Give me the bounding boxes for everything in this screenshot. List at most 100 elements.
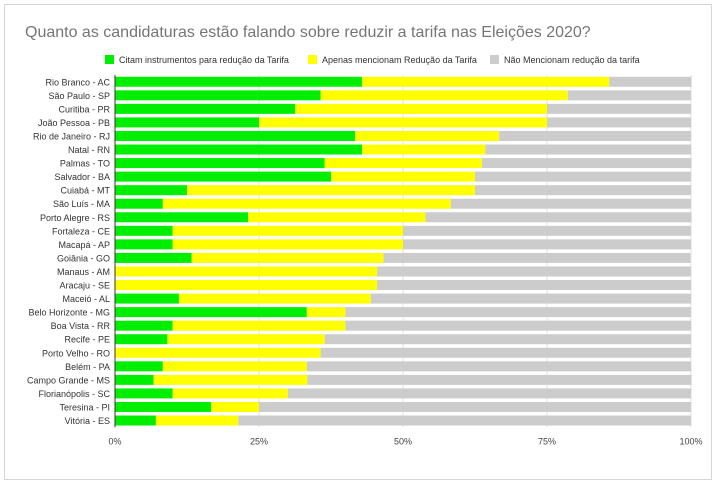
bar-segment-series-1 bbox=[155, 415, 239, 426]
bar-segment-series-0 bbox=[115, 225, 173, 236]
category-label: Curitiba - PR bbox=[58, 104, 110, 114]
category-label: Manaus - AM bbox=[57, 267, 110, 277]
bar-segment-series-0 bbox=[115, 130, 356, 141]
bar-segment-series-2 bbox=[377, 266, 691, 277]
category-label: Florianópolis - SC bbox=[38, 389, 110, 399]
bar-segment-series-0 bbox=[115, 415, 156, 426]
bar-segment-series-0 bbox=[115, 239, 173, 250]
bar-segment-series-1 bbox=[178, 293, 371, 304]
bar-segment-series-2 bbox=[567, 90, 691, 101]
bar-segment-series-0 bbox=[115, 171, 331, 182]
bar-segment-series-1 bbox=[211, 401, 259, 412]
bar-segment-series-1 bbox=[324, 158, 482, 169]
bar-segment-series-1 bbox=[187, 185, 475, 196]
category-label: Macapá - AP bbox=[58, 240, 110, 250]
bar-segment-series-0 bbox=[115, 320, 173, 331]
bar-segment-series-2 bbox=[345, 307, 691, 318]
bar-segment-series-0 bbox=[115, 144, 363, 155]
bar-segment-series-1 bbox=[115, 266, 378, 277]
bar-segment-series-1 bbox=[362, 76, 610, 87]
x-tick-label: 75% bbox=[538, 436, 556, 446]
bar-segment-series-0 bbox=[115, 293, 179, 304]
bar-segment-series-0 bbox=[115, 158, 325, 169]
bar-segment-series-1 bbox=[295, 103, 547, 114]
category-label: Cuiabá - MT bbox=[60, 186, 110, 196]
bar-segment-series-0 bbox=[115, 361, 163, 372]
bar-segment-series-2 bbox=[499, 130, 691, 141]
bar-segment-series-0 bbox=[115, 388, 173, 399]
category-label: Belém - PA bbox=[65, 362, 110, 372]
category-label: João Pessoa - PB bbox=[38, 118, 110, 128]
category-label: São Paulo - SP bbox=[48, 91, 110, 101]
legend-swatch bbox=[105, 55, 114, 64]
category-label: Porto Alegre - RS bbox=[40, 213, 110, 223]
bar-segment-series-1 bbox=[172, 225, 403, 236]
bar-segment-series-2 bbox=[475, 171, 691, 182]
legend-swatch bbox=[308, 55, 317, 64]
bar-segment-series-0 bbox=[115, 185, 187, 196]
bar-segment-series-0 bbox=[115, 117, 259, 128]
category-label: Belo Horizonte - MG bbox=[28, 308, 110, 318]
category-label: Rio Branco - AC bbox=[45, 77, 110, 87]
x-tick-label: 50% bbox=[394, 436, 412, 446]
bar-segment-series-2 bbox=[547, 117, 691, 128]
category-label: Boa Vista - RR bbox=[51, 321, 111, 331]
bar-segment-series-1 bbox=[153, 374, 308, 385]
chart-frame bbox=[4, 4, 712, 480]
category-label: Natal - RN bbox=[68, 145, 110, 155]
bar-segment-series-2 bbox=[481, 158, 692, 169]
bar-segment-series-0 bbox=[115, 374, 154, 385]
bar-segment-series-1 bbox=[172, 388, 288, 399]
category-label: Rio de Janeiro - RJ bbox=[33, 131, 110, 141]
bar-segment-series-2 bbox=[403, 225, 691, 236]
category-label: Fortaleza - CE bbox=[52, 226, 110, 236]
bar-segment-series-1 bbox=[248, 212, 426, 223]
category-label: Teresina - PI bbox=[59, 402, 110, 412]
bar-segment-series-1 bbox=[167, 334, 325, 345]
legend-swatch bbox=[490, 55, 499, 64]
bar-segment-series-0 bbox=[115, 90, 321, 101]
category-label: Porto Velho - RO bbox=[42, 348, 110, 358]
chart-title: Quanto as candidaturas estão falando sob… bbox=[25, 24, 591, 41]
bar-segment-series-1 bbox=[115, 280, 378, 291]
bar-segment-series-1 bbox=[172, 320, 346, 331]
bar-segment-series-1 bbox=[162, 198, 451, 209]
bar-segment-series-2 bbox=[307, 374, 692, 385]
category-label: Palmas - TO bbox=[60, 159, 110, 169]
bar-segment-series-0 bbox=[115, 103, 296, 114]
bar-segment-series-1 bbox=[259, 117, 547, 128]
legend-label: Citam instrumentos para redução da Tarif… bbox=[119, 55, 289, 65]
x-tick-label: 100% bbox=[679, 436, 702, 446]
bar-segment-series-2 bbox=[450, 198, 691, 209]
bar-segment-series-1 bbox=[362, 144, 486, 155]
bar-segment-series-2 bbox=[287, 388, 691, 399]
bar-segment-series-2 bbox=[475, 185, 691, 196]
bar-segment-series-1 bbox=[306, 307, 346, 318]
bar-segment-series-2 bbox=[259, 401, 691, 412]
x-tick-label: 25% bbox=[250, 436, 268, 446]
bar-segment-series-2 bbox=[485, 144, 691, 155]
bar-segment-series-2 bbox=[370, 293, 691, 304]
bar-segment-series-2 bbox=[403, 239, 691, 250]
bar-segment-series-1 bbox=[331, 171, 475, 182]
bar-segment-series-0 bbox=[115, 334, 168, 345]
bar-segment-series-1 bbox=[320, 90, 568, 101]
legend-label: Não Mencionam redução da tarifa bbox=[504, 55, 640, 65]
bar-segment-series-1 bbox=[172, 239, 403, 250]
category-label: Aracaju - SE bbox=[59, 281, 110, 291]
category-label: São Luís - MA bbox=[53, 199, 110, 209]
bar-segment-series-2 bbox=[238, 415, 691, 426]
category-label: Salvador - BA bbox=[54, 172, 110, 182]
bar-segment-series-1 bbox=[162, 361, 307, 372]
bar-segment-series-2 bbox=[609, 76, 692, 87]
bar-segment-series-0 bbox=[115, 252, 192, 263]
category-label: Vitória - ES bbox=[65, 416, 110, 426]
category-label: Campo Grande - MS bbox=[27, 375, 110, 385]
category-label: Maceió - AL bbox=[62, 294, 110, 304]
bar-segment-series-0 bbox=[115, 198, 163, 209]
bar-segment-series-2 bbox=[377, 280, 691, 291]
bar-segment-series-1 bbox=[355, 130, 500, 141]
category-label: Recife - PE bbox=[64, 335, 110, 345]
bar-segment-series-2 bbox=[383, 252, 691, 263]
